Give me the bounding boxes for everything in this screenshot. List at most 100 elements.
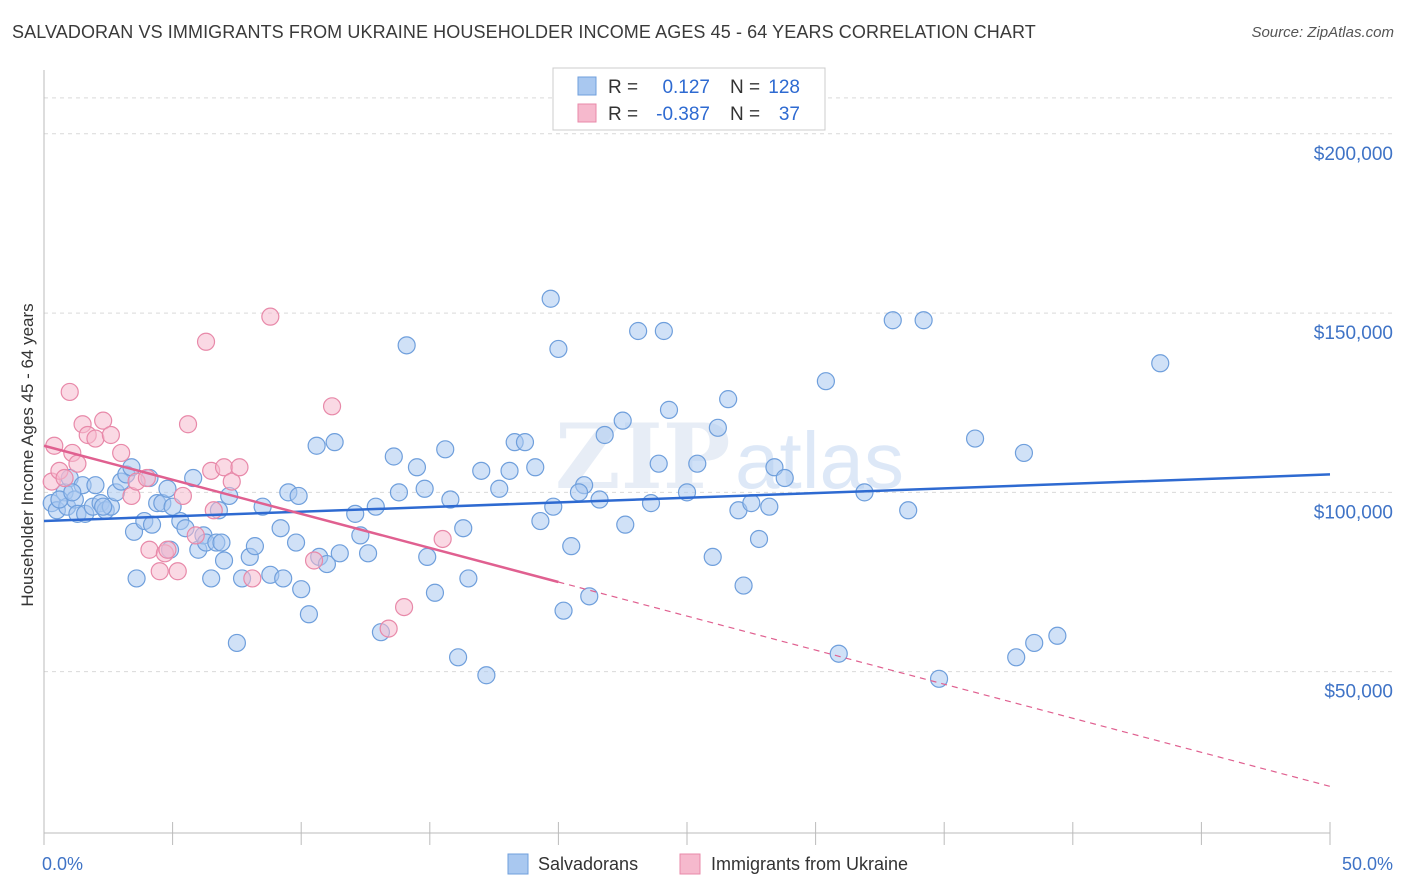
legend-n-value-1: 128: [768, 77, 800, 98]
salvadoran-point-100: [719, 390, 738, 409]
ukraine-point-12: [112, 443, 131, 463]
ukraine-point-21: [173, 486, 192, 506]
salvadoran-point-94: [654, 321, 673, 341]
salvadoran-point-89: [613, 411, 632, 430]
series-legend: Salvadorans Immigrants from Ukraine: [507, 853, 908, 875]
salvadoran-point-66: [425, 583, 445, 602]
salvadoran-point-90: [616, 515, 635, 534]
salvadoran-point-81: [544, 497, 563, 516]
ukraine-point-24: [196, 332, 216, 351]
legend-r-value-1: 0.127: [662, 77, 710, 98]
salvadoran-point-97: [688, 454, 707, 473]
bottom-legend-label-salvadorans: Salvadorans: [538, 854, 638, 874]
ukraine-point-36: [433, 529, 452, 549]
ukraine-point-22: [178, 415, 198, 434]
source-label: Source: ZipAtlas.com: [1251, 24, 1394, 41]
bottom-legend-swatch-blue: [507, 853, 529, 875]
salvadoran-point-114: [1007, 648, 1026, 667]
y-tick-label-1: $100,000: [1314, 502, 1393, 523]
trend-line-salvadorans: [43, 473, 1331, 523]
legend-n-value-2: 37: [779, 104, 800, 125]
salvadoran-point-79: [531, 511, 550, 531]
chart-title: SALVADORAN VS IMMIGRANTS FROM UKRAINE HO…: [12, 22, 1036, 42]
salvadoran-point-117: [1048, 626, 1067, 645]
salvadoran-point-92: [641, 494, 661, 513]
ukraine-point-6: [68, 454, 87, 473]
salvadoran-point-107: [816, 372, 835, 391]
salvadoran-point-36: [212, 533, 231, 552]
x-tick-label-1: 50.0%: [1342, 854, 1393, 874]
salvadoran-point-64: [415, 479, 434, 498]
salvadoran-point-48: [286, 533, 306, 552]
y-tick-label-0: $50,000: [1324, 682, 1393, 703]
salvadoran-point-112: [929, 669, 949, 688]
salvadoran-point-62: [397, 336, 416, 355]
trend-lines: [43, 444, 1331, 787]
salvadoran-point-88: [595, 425, 614, 445]
salvadoran-point-25: [158, 479, 177, 498]
ukraine-point-9: [86, 429, 105, 448]
ukraine-point-3: [55, 468, 74, 488]
bottom-legend-swatch-pink: [679, 853, 701, 875]
salvadoran-point-113: [965, 429, 985, 448]
salvadoran-point-103: [749, 529, 769, 549]
ukraine-point-32: [304, 551, 324, 570]
salvadoran-point-22: [142, 515, 162, 534]
salvadoran-point-51: [307, 436, 326, 455]
correlation-legend: R = 0.127 N = 128 R = -0.387 N = 37: [552, 67, 826, 131]
legend-n-label-1: N =: [730, 77, 760, 98]
salvadoran-point-93: [649, 454, 668, 473]
x-tick-label-0: 0.0%: [42, 854, 83, 874]
legend-n-label-2: N =: [730, 104, 760, 125]
ukraine-point-23: [186, 526, 205, 545]
salvadoran-point-63: [407, 458, 427, 477]
salvadoran-point-86: [580, 587, 599, 606]
salvadoran-point-49: [292, 580, 311, 599]
salvadoran-point-73: [477, 666, 496, 685]
salvadoran-point-95: [659, 400, 679, 419]
trend-line-ukraine-solid: [43, 444, 559, 584]
salvadoran-point-115: [1014, 443, 1034, 463]
salvadoran-point-65: [418, 547, 437, 567]
ukraine-point-29: [230, 458, 249, 477]
x-axis-ticks: [43, 822, 1331, 845]
ukraine-point-11: [101, 425, 120, 445]
salvadoran-point-10: [86, 476, 105, 495]
salvadoran-point-99: [708, 418, 727, 437]
series-ukraine-points: [42, 307, 452, 638]
salvadoran-point-55: [330, 544, 349, 563]
salvadoran-point-123: [289, 486, 308, 506]
salvadoran-point-74: [490, 479, 509, 498]
salvadoran-point-54: [325, 433, 344, 452]
salvadoran-point-78: [526, 458, 545, 477]
ukraine-point-20: [168, 562, 187, 581]
salvadoran-point-116: [1025, 633, 1044, 653]
salvadoran-point-60: [384, 447, 403, 466]
ukraine-point-4: [60, 382, 79, 402]
salvadoran-point-83: [554, 601, 573, 620]
trend-line-ukraine-dashed: [558, 581, 1331, 787]
ukraine-point-31: [261, 307, 280, 326]
salvadoran-point-72: [472, 461, 491, 480]
salvadoran-point-68: [441, 490, 460, 509]
salvadoran-point-50: [299, 605, 319, 624]
salvadoran-point-37: [214, 551, 234, 570]
ukraine-point-30: [243, 569, 262, 588]
salvadoran-point-91: [629, 321, 648, 341]
ukraine-point-34: [379, 619, 398, 638]
y-axis-title: Householder Income Ages 45 - 64 years: [18, 303, 37, 606]
ukraine-point-33: [322, 397, 342, 416]
salvadoran-point-77: [515, 433, 535, 452]
salvadoran-point-39: [227, 633, 246, 653]
salvadoran-point-118: [1151, 354, 1170, 373]
salvadoran-point-98: [703, 547, 722, 567]
salvadoran-point-111: [914, 311, 933, 330]
salvadoran-point-34: [202, 569, 221, 588]
legend-r-value-2: -0.387: [656, 104, 710, 125]
y-tick-label-3: $200,000: [1314, 144, 1393, 165]
ukraine-point-10: [94, 411, 113, 430]
salvadoran-point-70: [454, 519, 473, 538]
salvadoran-point-124: [366, 497, 385, 516]
salvadoran-point-104: [760, 497, 779, 516]
salvadoran-point-67: [436, 440, 455, 459]
